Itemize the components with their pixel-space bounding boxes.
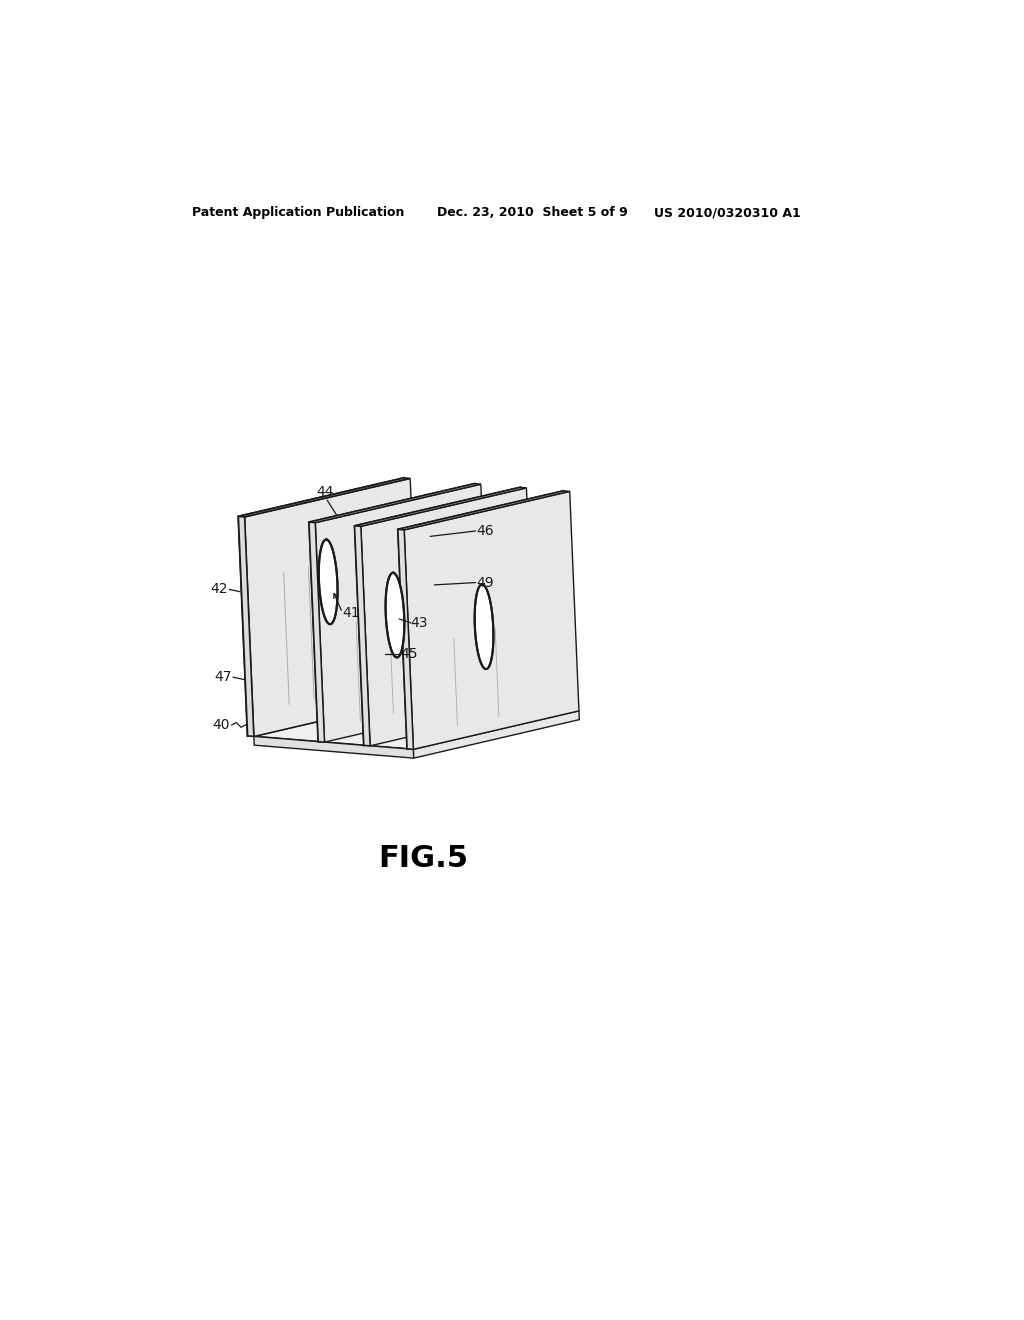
Polygon shape xyxy=(239,478,411,517)
Text: 40: 40 xyxy=(213,718,230,731)
Text: 49: 49 xyxy=(476,576,494,590)
Polygon shape xyxy=(354,525,370,746)
Polygon shape xyxy=(475,585,494,669)
Polygon shape xyxy=(404,491,579,750)
Polygon shape xyxy=(245,478,420,737)
Polygon shape xyxy=(254,737,414,758)
Polygon shape xyxy=(414,711,580,758)
Polygon shape xyxy=(309,523,325,742)
Polygon shape xyxy=(309,483,483,742)
Text: 44: 44 xyxy=(316,486,334,499)
Text: 47: 47 xyxy=(214,671,231,684)
Text: FIG.5: FIG.5 xyxy=(378,843,468,873)
Polygon shape xyxy=(354,487,526,527)
Text: Patent Application Publication: Patent Application Publication xyxy=(193,206,404,219)
Polygon shape xyxy=(386,573,404,657)
Polygon shape xyxy=(318,540,338,624)
Polygon shape xyxy=(354,487,529,746)
Text: 45: 45 xyxy=(400,647,418,661)
Text: Dec. 23, 2010  Sheet 5 of 9: Dec. 23, 2010 Sheet 5 of 9 xyxy=(437,206,628,219)
Polygon shape xyxy=(309,483,481,523)
Text: 43: 43 xyxy=(411,616,428,630)
Polygon shape xyxy=(315,484,490,742)
Polygon shape xyxy=(398,491,569,529)
Polygon shape xyxy=(398,491,572,748)
Text: 42: 42 xyxy=(210,582,227,597)
Text: 46: 46 xyxy=(476,524,494,539)
Polygon shape xyxy=(239,478,413,737)
Polygon shape xyxy=(239,516,254,737)
Polygon shape xyxy=(398,529,414,750)
Text: 41: 41 xyxy=(342,606,360,620)
Text: US 2010/0320310 A1: US 2010/0320310 A1 xyxy=(654,206,801,219)
Polygon shape xyxy=(254,698,579,750)
Polygon shape xyxy=(360,488,536,746)
